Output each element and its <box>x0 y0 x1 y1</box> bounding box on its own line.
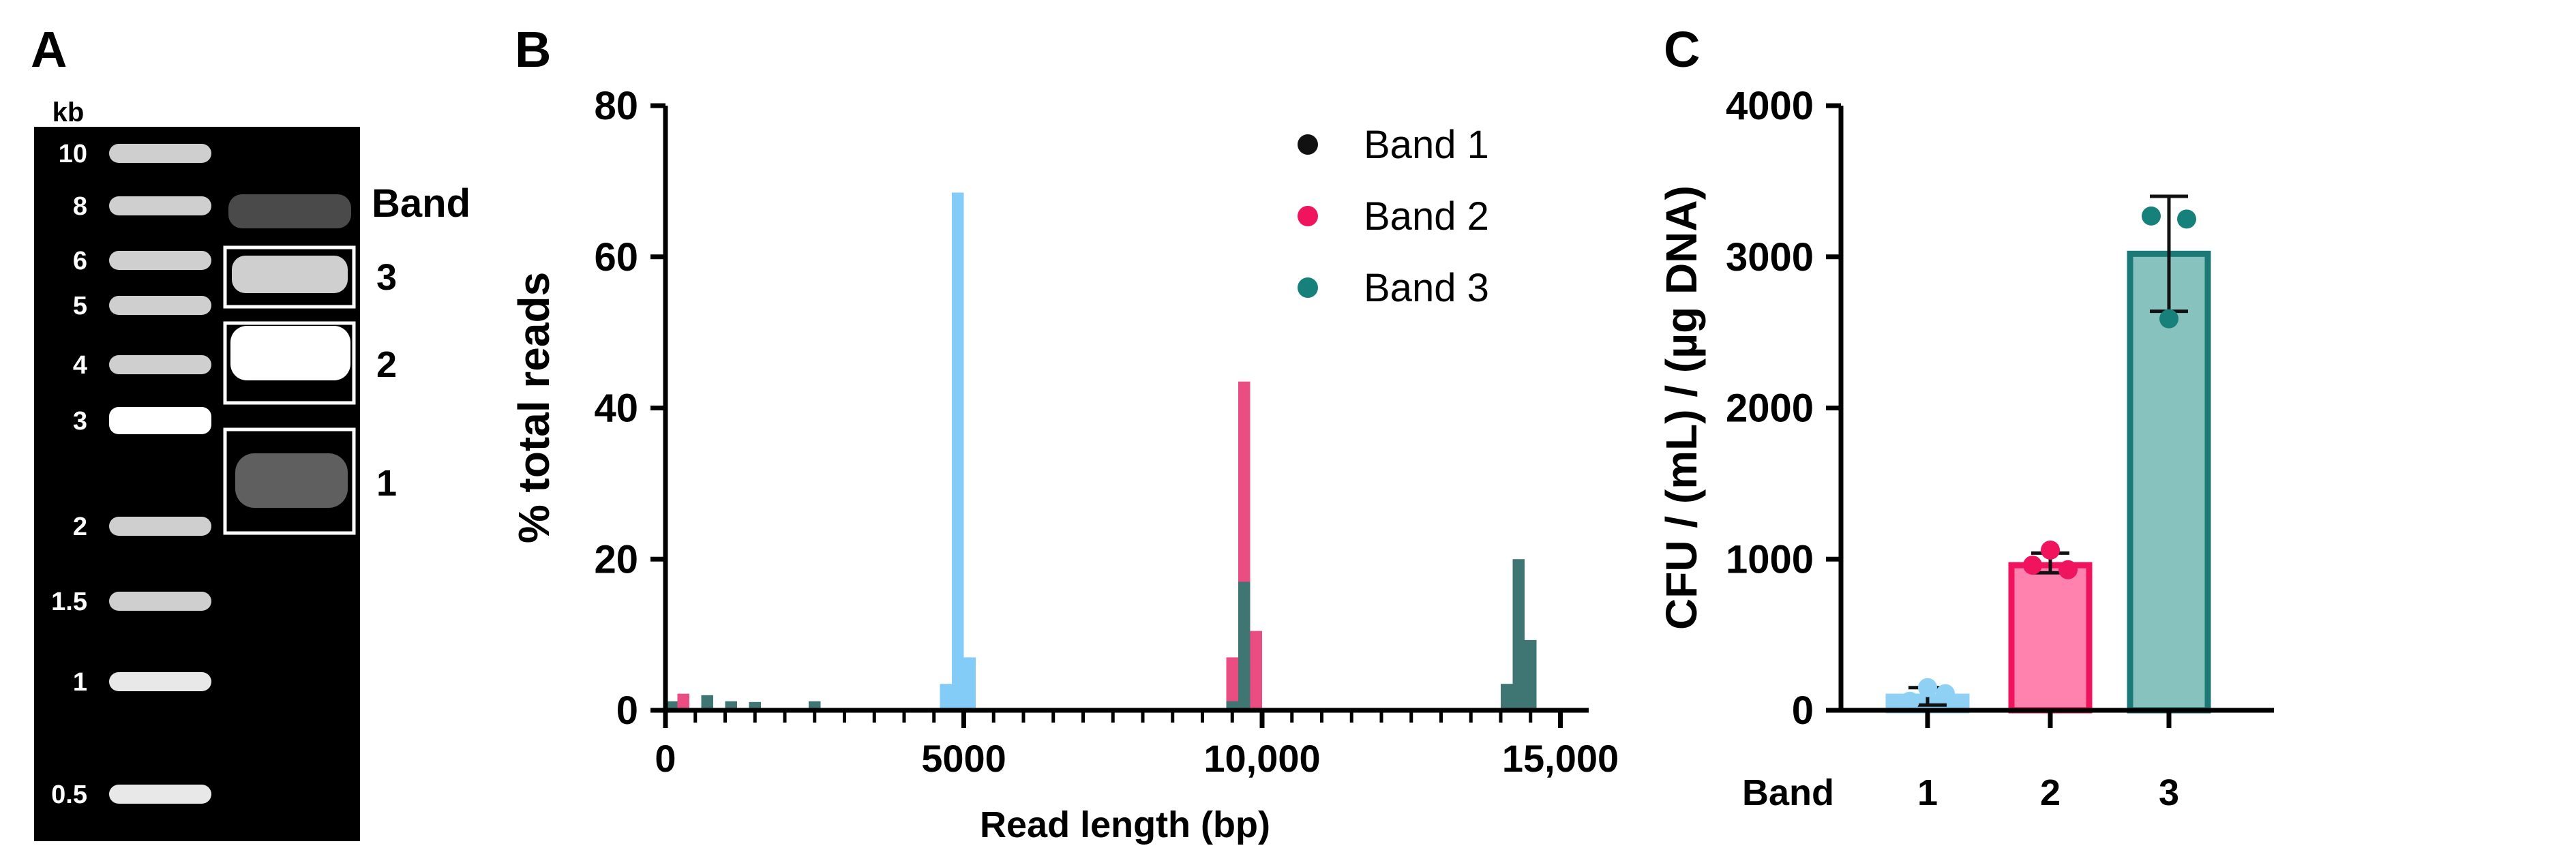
ladder-size-label: 1 <box>73 668 87 697</box>
data-point <box>1900 691 1919 711</box>
band-3-glow <box>232 256 348 293</box>
sample-lane <box>228 194 351 508</box>
histogram-bar-band-1 <box>952 192 964 711</box>
histogram-bar-band-1 <box>940 684 952 710</box>
bar-band-3 <box>2127 250 2211 714</box>
kb-unit-label: kb <box>53 97 85 127</box>
legend-label-band-3: Band 3 <box>1364 266 1489 310</box>
y-tick-label: 20 <box>594 537 638 581</box>
ladder-band <box>109 355 211 374</box>
histogram-bar-band-2 <box>1226 657 1238 710</box>
ladder-size-label: 2 <box>73 513 87 541</box>
y-axis-title-b: % total reads <box>509 272 558 543</box>
x-tick-label: 2 <box>2040 772 2061 813</box>
ladder-size-label: 10 <box>59 140 87 168</box>
x-tick-label: 0 <box>655 737 676 780</box>
panel-a: A kb 10 8 6 5 4 3 2 1.5 1 0.5 Band 3 2 1 <box>31 21 470 841</box>
data-point <box>2142 206 2161 226</box>
histogram-bars <box>665 192 1537 711</box>
data-point <box>2041 540 2060 560</box>
band-1-glow <box>235 453 348 508</box>
panel-a-letter: A <box>31 21 67 78</box>
band-1-label: 1 <box>376 463 397 504</box>
y-tick-label: 2000 <box>1726 387 1814 431</box>
y-axis-title-c: CFU / (mL) / (µg DNA) <box>1657 185 1706 630</box>
ladder-band <box>109 672 211 691</box>
y-ticks-b: 0 20 40 60 80 <box>594 84 665 733</box>
band-header-label: Band <box>372 181 470 226</box>
bars-c <box>1885 250 2211 714</box>
x-ticks-c: 1 2 3 <box>1917 710 2179 813</box>
data-point <box>2177 209 2196 229</box>
points-c <box>1900 206 2196 711</box>
x-minor-ticks-b <box>693 710 1533 723</box>
ladder-size-label: 1.5 <box>51 588 87 616</box>
y-tick-label: 0 <box>616 688 638 733</box>
ladder-size-label: 3 <box>73 407 87 436</box>
lane-smear <box>228 194 351 228</box>
x-axis-header-c: Band <box>1742 772 1834 813</box>
ladder-band <box>109 296 211 315</box>
y-tick-label: 4000 <box>1726 84 1814 128</box>
band-3-label: 3 <box>376 257 397 298</box>
ladder-band <box>109 517 211 536</box>
legend-label-band-2: Band 2 <box>1364 194 1489 239</box>
y-tick-label: 1000 <box>1726 537 1814 581</box>
histogram-bar-band-3 <box>1501 684 1513 710</box>
bar-band-2 <box>2008 562 2093 714</box>
x-tick-label: 5000 <box>921 737 1006 780</box>
legend-dot-band-1 <box>1298 134 1318 155</box>
panel-c-letter: C <box>1664 21 1700 78</box>
y-tick-label: 40 <box>594 387 638 431</box>
data-point <box>2023 556 2042 575</box>
y-ticks-c: 0 1000 2000 3000 4000 <box>1726 84 1841 733</box>
legend-b: Band 1 Band 2 Band 3 <box>1298 123 1489 310</box>
histogram-bar-band-3 <box>1512 559 1525 710</box>
data-point <box>1918 678 1937 697</box>
y-tick-label: 60 <box>594 235 638 279</box>
legend-dot-band-2 <box>1298 206 1318 226</box>
legend-dot-band-3 <box>1298 277 1318 298</box>
x-tick-label: 15,000 <box>1502 737 1619 780</box>
histogram-bar-band-1 <box>963 657 976 710</box>
histogram-bar-band-2 <box>677 693 689 710</box>
ladder-size-label: 6 <box>73 247 87 275</box>
ladder-size-label: 0.5 <box>51 781 87 809</box>
ladder: 10 8 6 5 4 3 2 1.5 1 0.5 <box>51 140 211 809</box>
band-1-box <box>223 427 356 535</box>
x-axis-title-b: Read length (bp) <box>980 804 1270 845</box>
histogram-bar-band-3 <box>1238 581 1250 710</box>
data-point <box>2058 560 2078 579</box>
ladder-band <box>109 407 211 434</box>
band-2-glow <box>230 326 350 380</box>
y-tick-label: 80 <box>594 84 638 128</box>
y-tick-label: 0 <box>1792 688 1814 733</box>
histogram-bar-band-2 <box>1250 631 1262 710</box>
panel-b-letter: B <box>515 21 551 78</box>
ladder-size-label: 4 <box>73 351 87 380</box>
legend-label-band-1: Band 1 <box>1364 123 1489 167</box>
ladder-band <box>109 592 211 611</box>
ladder-band <box>109 196 211 215</box>
band-2-label: 2 <box>376 344 397 385</box>
ladder-band <box>109 785 211 804</box>
data-point <box>2159 309 2178 329</box>
x-tick-label: 1 <box>1917 772 1938 813</box>
histogram-bar-band-3 <box>701 695 713 710</box>
ladder-size-label: 8 <box>73 192 87 221</box>
panel-b: B 0 20 40 60 80 0 5000 10,000 15,000 % total re… <box>509 21 1619 845</box>
histogram-bar-band-3 <box>1525 639 1537 710</box>
band-2-box <box>223 321 356 405</box>
ladder-size-label: 5 <box>73 292 87 320</box>
x-ticks-b: 0 5000 10,000 15,000 <box>655 710 1619 780</box>
panel-c: C 0 1000 2000 3000 4000 1 2 3 CFU / (mL) / (µg… <box>1657 21 2274 813</box>
x-tick-label: 3 <box>2159 772 2179 813</box>
x-tick-label: 10,000 <box>1203 737 1320 780</box>
ladder-band <box>109 144 211 163</box>
data-point <box>1936 684 1955 703</box>
band-3-box <box>223 245 356 309</box>
y-tick-label: 3000 <box>1726 235 1814 279</box>
ladder-band <box>109 251 211 270</box>
